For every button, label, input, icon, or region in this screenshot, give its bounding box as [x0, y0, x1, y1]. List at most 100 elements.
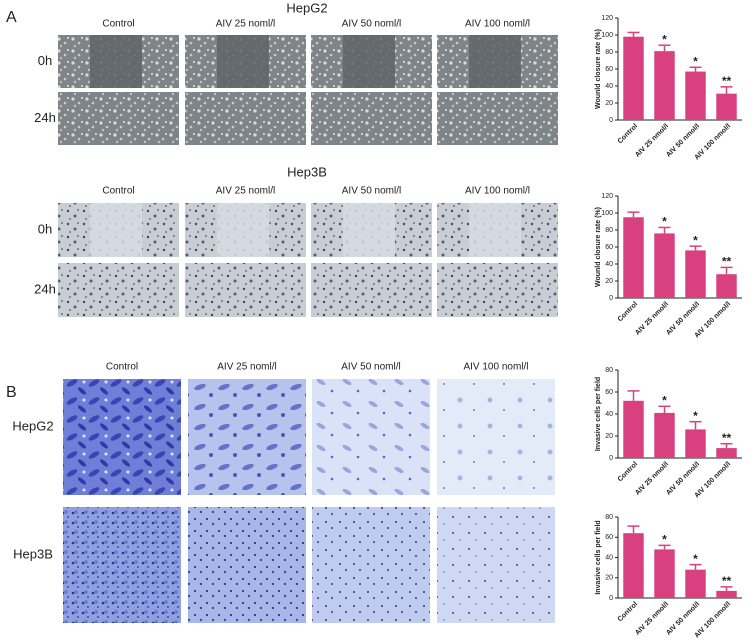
column-header: Control [102, 19, 134, 30]
y-tick-label: 100 [601, 32, 613, 39]
y-tick-label: 60 [605, 534, 613, 541]
significance: * [693, 552, 698, 566]
micrograph [63, 507, 181, 623]
wound-gap [217, 35, 269, 88]
y-tick-label: 40 [605, 261, 613, 268]
y-tick-label: 0 [609, 455, 613, 462]
bar [716, 93, 737, 120]
column-header: AIV 25 noml/l [217, 362, 276, 373]
micrograph [311, 92, 432, 145]
y-tick-label: 120 [601, 15, 613, 22]
significance: * [662, 215, 667, 229]
significance: ** [722, 255, 732, 269]
column-header: AIV 25 noml/l [216, 19, 275, 30]
significance: ** [722, 74, 732, 88]
micrograph [312, 507, 430, 623]
bar [623, 217, 644, 298]
y-tick-label: 20 [605, 278, 613, 285]
y-axis-label: Invasive cells per field [595, 377, 602, 451]
significance: * [662, 32, 667, 46]
bar [623, 400, 644, 458]
micrograph [58, 92, 179, 145]
y-tick-label: 80 [605, 49, 613, 56]
bar [685, 569, 706, 598]
significance: * [662, 393, 667, 407]
bar [716, 448, 737, 458]
y-tick-label: 20 [605, 575, 613, 582]
panel-label: A [6, 9, 17, 26]
y-tick-label: 60 [605, 244, 613, 251]
x-tick-label: Control [617, 601, 640, 624]
bar [685, 250, 706, 298]
significance: * [693, 233, 698, 247]
y-tick-label: 80 [605, 227, 613, 234]
column-header: AIV 100 noml/l [463, 362, 528, 373]
y-tick-label: 100 [601, 210, 613, 217]
bar [654, 549, 675, 598]
column-header: AIV 100 noml/l [465, 19, 530, 30]
bar [654, 51, 675, 120]
wound-gap [90, 35, 142, 88]
micrograph [437, 507, 555, 623]
significance: * [693, 409, 698, 423]
y-tick-label: 0 [609, 295, 613, 302]
y-tick-label: 40 [605, 554, 613, 561]
column-header: AIV 50 noml/l [342, 186, 401, 197]
significance: ** [722, 431, 732, 445]
micrograph [188, 379, 306, 495]
y-tick-label: 40 [605, 411, 613, 418]
wound-gap [469, 203, 521, 257]
y-tick-label: 0 [609, 595, 613, 602]
row-label: HepG2 [12, 418, 53, 433]
column-header: AIV 25 noml/l [216, 186, 275, 197]
micrograph [312, 379, 430, 495]
micrograph [185, 92, 306, 145]
column-header: AIV 50 noml/l [341, 362, 400, 373]
y-tick-label: 20 [605, 100, 613, 107]
wound-gap [217, 203, 269, 257]
bar [685, 429, 706, 458]
y-tick-label: 60 [605, 389, 613, 396]
section-title: Hep3B [287, 164, 327, 179]
column-header: Control [106, 362, 138, 373]
y-tick-label: 40 [605, 83, 613, 90]
section-title: HepG2 [286, 0, 327, 15]
bar [654, 412, 675, 458]
micrograph [311, 263, 432, 317]
row-label: Hep3B [13, 546, 53, 561]
y-tick-label: 80 [605, 367, 613, 374]
bar [654, 233, 675, 298]
column-header: Control [102, 186, 134, 197]
y-axis-label: Wounld closure rate (%) [595, 29, 602, 109]
row-label: 0h [38, 53, 52, 68]
wound-gap [343, 203, 395, 257]
bar [623, 36, 644, 121]
y-tick-label: 20 [605, 433, 613, 440]
panel-label: B [6, 384, 17, 401]
column-header: AIV 50 noml/l [342, 19, 401, 30]
wound-gap [90, 203, 142, 257]
row-label: 24h [34, 110, 56, 125]
micrograph [58, 263, 179, 317]
micrographs [58, 35, 558, 623]
micrograph [185, 263, 306, 317]
y-axis-label: Wounld closure rate (%) [595, 207, 602, 287]
x-tick-label: Control [617, 123, 640, 146]
x-tick-label: Control [617, 461, 640, 484]
y-tick-label: 60 [605, 66, 613, 73]
y-tick-label: 0 [609, 117, 613, 124]
wound-gap [343, 35, 395, 88]
micrograph [63, 379, 181, 495]
bar [716, 590, 737, 598]
micrograph [437, 379, 555, 495]
column-header: AIV 100 noml/l [465, 186, 530, 197]
wound-gap [469, 35, 521, 88]
x-tick-label: Control [617, 301, 640, 324]
row-label: 0h [38, 221, 52, 236]
significance: * [693, 54, 698, 68]
significance: ** [722, 574, 732, 588]
significance: * [662, 533, 667, 547]
row-label: 24h [34, 281, 56, 296]
micrograph [188, 507, 306, 623]
